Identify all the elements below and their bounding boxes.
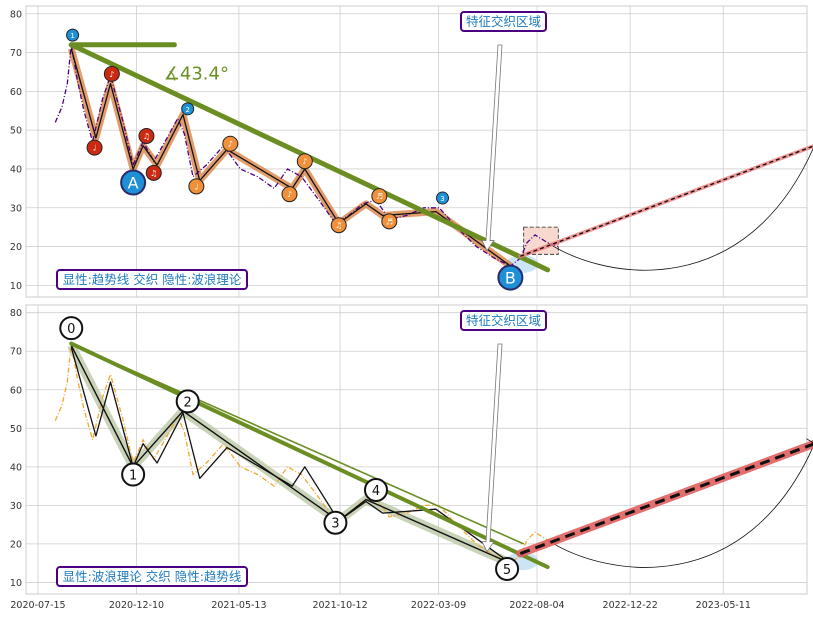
wave-label-circle [363,477,388,502]
projection-curve [547,147,813,271]
wave-label-text: 0 [67,322,75,337]
method-box [56,269,248,290]
wave-marker-orange [330,217,347,234]
y-tick-label: 80 [10,308,22,319]
y-tick-label: 30 [10,203,22,214]
wave-marker-red [86,139,103,156]
wave-marker-blue [66,28,80,42]
wave-zigzag [70,48,511,267]
y-tick-label: 10 [10,281,22,292]
y-tick-label: 60 [10,385,22,396]
x-tick-label: 2023-05-11 [696,600,751,611]
callout-label: 特征交织区域 [466,313,541,328]
wave-marker-label: ♫ [335,221,342,230]
wave-marker-orange [188,178,205,195]
y-tick-label: 50 [10,424,22,435]
wave-marker-orange [371,188,388,205]
wave-label-circle [497,264,524,291]
wave-marker-orange [381,213,398,230]
wave-marker-label: 3 [440,195,444,203]
projection-tick [806,438,813,444]
method-box [56,566,248,587]
x-tick-label: 2020-07-15 [10,600,65,611]
y-tick-label: 70 [10,347,22,358]
x-tick-label: 2022-03-09 [411,600,466,611]
x-tick-label: 2022-08-04 [509,600,564,611]
wave-label-text: B [505,269,516,288]
wave-marker-red [103,65,120,82]
y-tick-label: 20 [10,539,22,550]
wave-marker-label: ♩ [93,144,97,153]
y-tick-label: 50 [10,126,22,137]
callout-box [460,11,547,32]
top-panel: 10 20 30 40 50 60 70 80 1 ♩ ♪ ♫ ♫ 2 ♩ ♪ ♪ ♪ ♫ ♬ ♬ 3 A B ∡43.4° 特征… [10,5,813,298]
wave-label-circle [121,462,146,487]
wave-label-text: 2 [184,395,192,410]
plot-frame [25,304,808,595]
projection-curve [547,445,813,568]
wave-marker-label: 1 [70,32,74,40]
wave-marker-label: 2 [185,106,189,114]
wave-label-circle [59,316,84,341]
wave-label-text: 1 [129,469,137,484]
y-tick-label: 30 [10,501,22,512]
y-tick-label: 20 [10,242,22,253]
wave-label-circle [120,169,147,196]
wave-marker-label: ♪ [228,140,233,149]
wave-marker-label: ♩ [194,182,198,191]
wave-marker-blue [181,102,195,116]
y-tick-label: 80 [10,9,22,20]
wave-marker-label: ♫ [143,132,150,141]
x-tick-label: 2020-12-10 [109,600,164,611]
wave-marker-orange [222,135,239,152]
callout-box [460,310,547,331]
wave-marker-label: ♫ [150,169,157,178]
plot-frame [25,5,808,298]
wave-marker-red [145,164,162,181]
trend-angle-label: ∡43.4° [164,64,229,85]
wave-marker-blue [436,191,450,205]
wave-marker-label: ♪ [302,157,307,166]
callout-arrow [481,343,503,553]
wave-label-circle [175,389,200,414]
wave-label-text: 4 [372,484,380,499]
wave-marker-orange [296,153,313,170]
wave-label-text: 5 [503,563,511,578]
wave-label-circle [323,510,348,535]
wave-label-circle [495,556,520,581]
callout-label: 特征交织区域 [466,14,541,29]
wave-marker-label: ♪ [109,70,114,79]
y-tick-label: 60 [10,87,22,98]
projection-dashed [519,442,813,555]
wave-zigzag [70,347,511,564]
y-tick-label: 70 [10,48,22,59]
wave-marker-label: ♪ [287,190,292,199]
y-tick-label: 10 [10,578,22,589]
x-tick-label: 2021-10-12 [312,600,367,611]
trend-line [69,341,550,570]
y-tick-label: 40 [10,164,22,175]
x-tick-label: 2021-05-13 [211,600,266,611]
method-label: 显性:趋势线 交织 隐性:波浪理论 [63,272,242,287]
wave-marker-red [138,127,155,144]
callout-arrow [481,44,503,252]
wave-main-path [70,345,511,564]
wave-label-text: 3 [331,517,339,532]
x-tick-label: 2022-12-22 [603,600,658,611]
projection-dashed [520,145,813,257]
wave-marker-label: ♬ [386,217,393,226]
wave-label-text: A [128,174,139,193]
y-tick-label: 40 [10,462,22,473]
wave-marker-label: ♬ [376,192,383,201]
wave-marker-orange [281,186,298,203]
method-label: 显性:波浪理论 交织 隐性:趋势线 [63,569,242,584]
